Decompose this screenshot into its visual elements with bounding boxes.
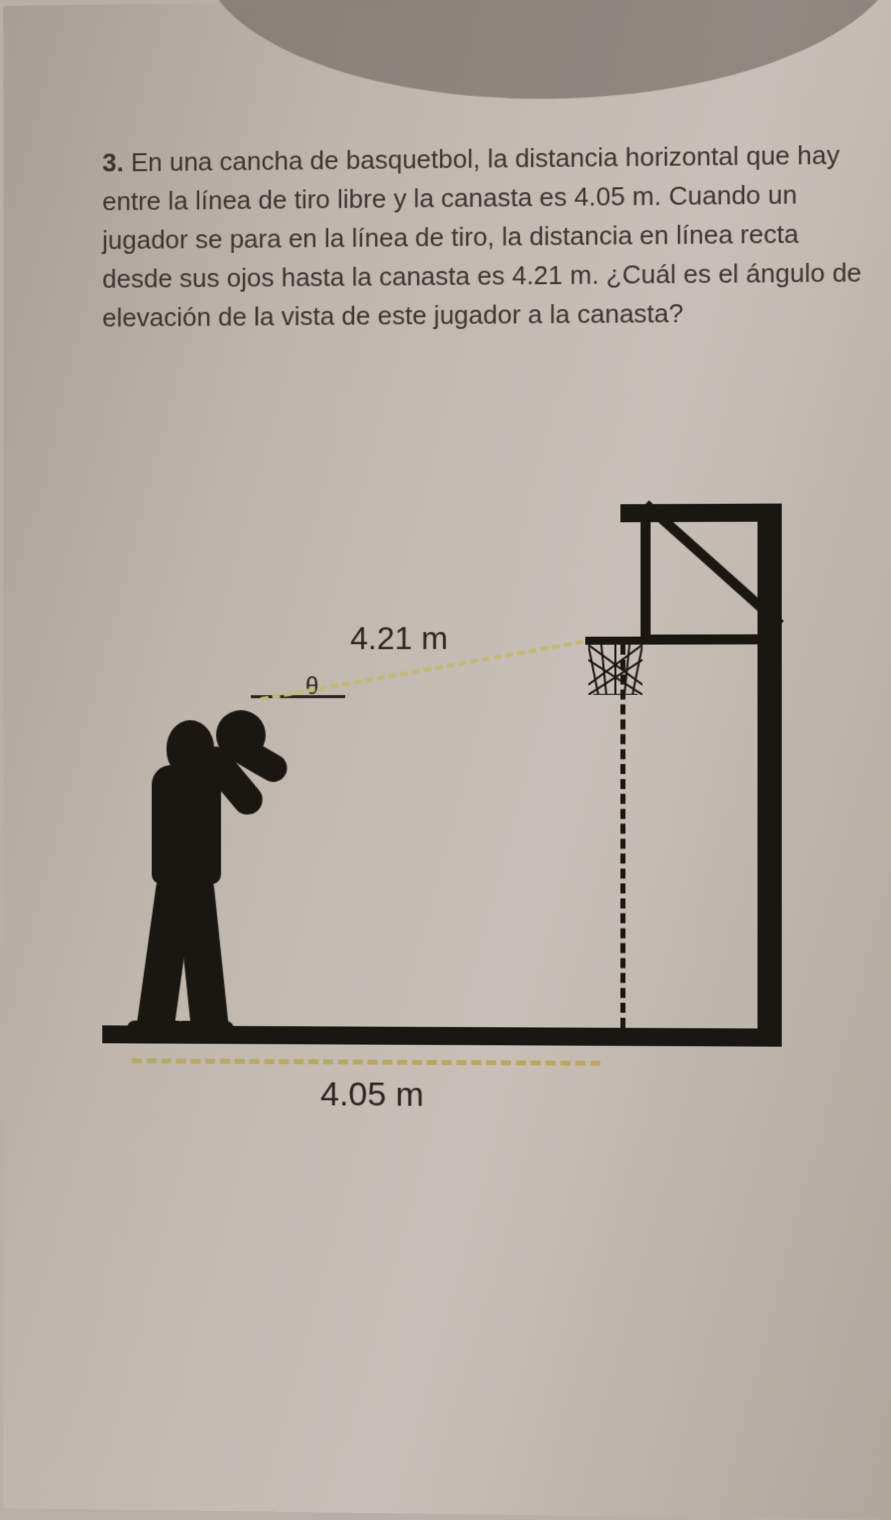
ground-distance-line xyxy=(132,1058,600,1065)
ground-distance-label: 4.05 m xyxy=(320,1075,424,1115)
player-torso xyxy=(152,765,221,885)
basketball-net xyxy=(588,645,642,695)
textbook-page: 3. En una cancha de basquetbol, la dista… xyxy=(4,0,891,1520)
backboard xyxy=(641,504,782,645)
court-floor xyxy=(102,1025,781,1046)
hypotenuse-label: 4.21 m xyxy=(350,620,448,657)
rim-vertical-dashed xyxy=(620,645,625,1028)
basketball-diagram: θ 4.21 m xyxy=(102,393,802,1097)
player-silhouette xyxy=(122,710,271,1039)
page-curl-shadow xyxy=(201,0,891,103)
problem-number: 3. xyxy=(102,147,123,177)
basketball-rim xyxy=(585,637,645,645)
player-leg xyxy=(175,873,229,1035)
problem-statement: 3. En una cancha de basquetbol, la dista… xyxy=(102,135,863,337)
